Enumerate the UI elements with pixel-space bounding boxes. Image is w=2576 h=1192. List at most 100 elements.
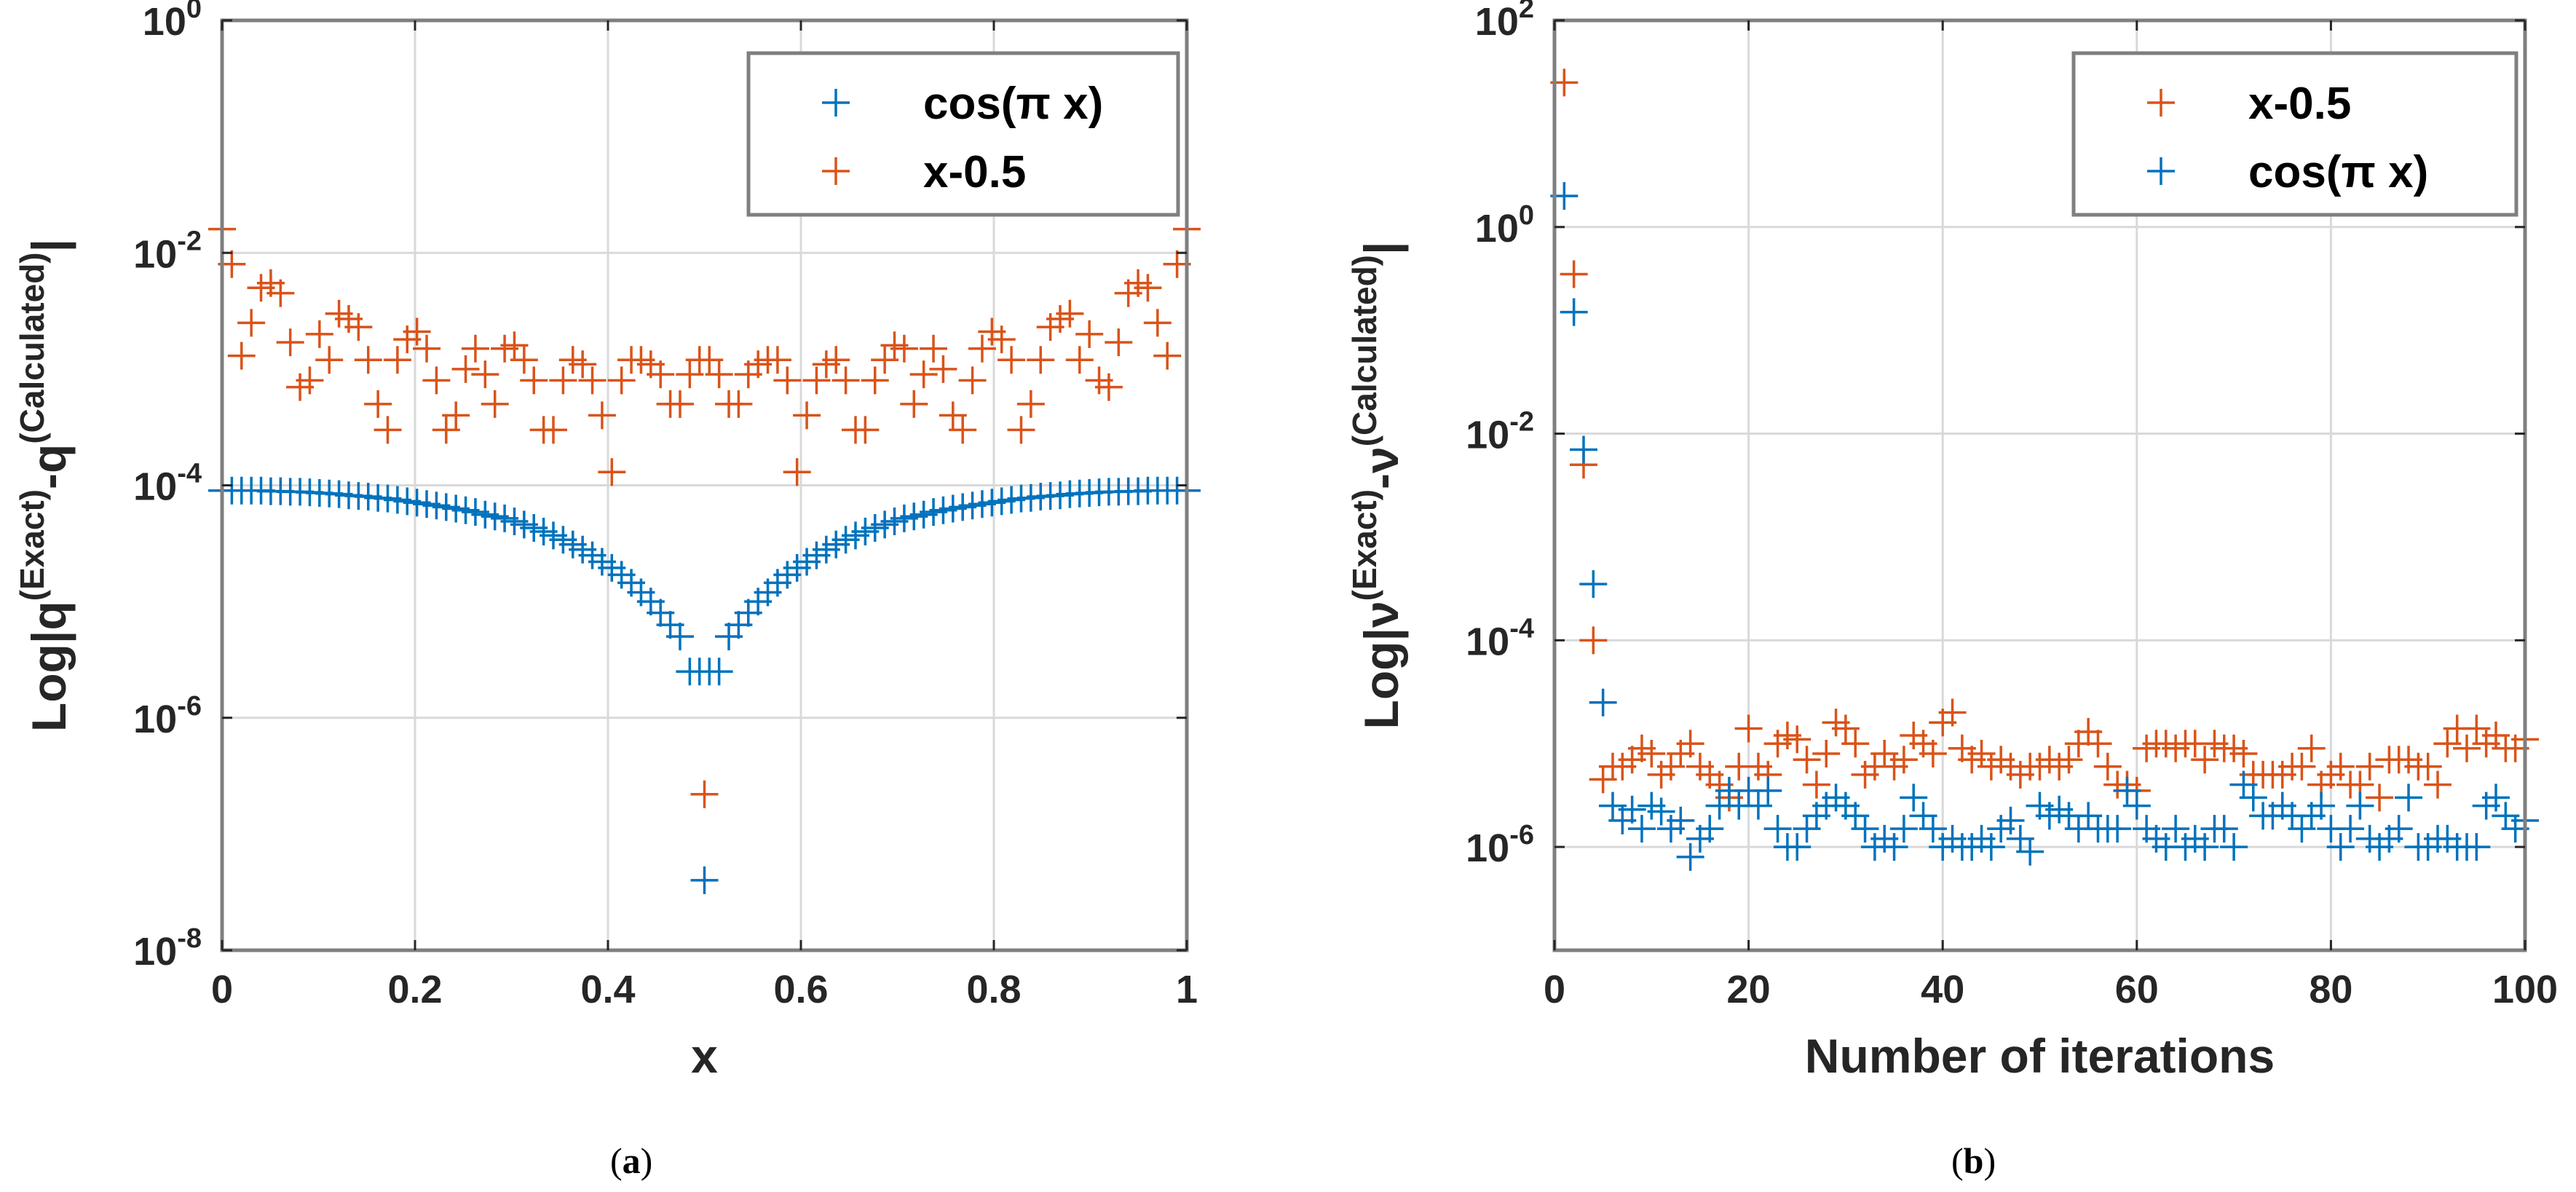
data-point <box>227 342 256 370</box>
data-point <box>997 346 1026 374</box>
x-axis-label: Number of iterations <box>1805 1029 2275 1083</box>
data-point <box>2084 730 2112 758</box>
data-point <box>2395 784 2423 812</box>
data-point <box>588 401 616 430</box>
series-cos-pi-x <box>208 476 1201 894</box>
data-point <box>1153 342 1182 370</box>
data-point <box>305 320 333 348</box>
data-point <box>1667 806 1695 834</box>
data-point <box>647 360 675 389</box>
data-point <box>1637 739 1666 767</box>
data-point <box>2326 833 2355 861</box>
x-tick-label: 60 <box>2115 968 2159 1011</box>
data-point <box>2424 770 2452 799</box>
data-point <box>2103 815 2132 843</box>
data-point <box>2366 784 2394 812</box>
data-point <box>1579 570 1608 599</box>
data-point <box>364 390 392 418</box>
data-point <box>276 328 304 357</box>
data-point <box>432 416 460 444</box>
data-point <box>1831 714 1860 743</box>
data-point <box>2191 833 2219 861</box>
data-point <box>2220 833 2248 861</box>
data-point <box>2239 784 2267 812</box>
data-point <box>403 317 431 346</box>
data-point <box>383 346 411 374</box>
data-point <box>1754 776 1782 805</box>
x-tick-label: 0.4 <box>580 968 635 1011</box>
data-point <box>2462 714 2491 743</box>
data-point <box>2210 815 2238 843</box>
data-point <box>783 458 811 486</box>
data-point <box>2453 734 2481 762</box>
data-point <box>705 360 733 389</box>
data-point <box>1889 746 1918 774</box>
data-point <box>1094 373 1123 401</box>
x-axis-label: x <box>691 1029 718 1083</box>
data-point <box>793 401 821 430</box>
data-point <box>598 458 626 486</box>
data-point <box>2414 752 2442 781</box>
data-point <box>690 866 719 894</box>
data-point <box>1938 698 1967 727</box>
data-point <box>1598 792 1627 820</box>
data-point <box>1143 309 1172 337</box>
data-point <box>1007 416 1035 444</box>
legend-label: cos(π x) <box>2248 147 2428 197</box>
data-point <box>665 623 694 651</box>
data-point <box>1763 815 1792 843</box>
data-point <box>1734 714 1763 743</box>
data-point <box>510 346 538 374</box>
data-point <box>724 390 753 418</box>
data-point <box>1919 815 1947 843</box>
y-tick-label: 10-4 <box>1466 613 1534 663</box>
data-point <box>676 360 704 389</box>
data-point <box>1889 815 1918 843</box>
data-point <box>929 355 957 383</box>
legend-marker <box>2147 157 2175 185</box>
data-point <box>890 334 918 363</box>
data-point <box>2355 752 2384 781</box>
data-point <box>2346 792 2374 820</box>
x-tick-label: 20 <box>1727 968 1771 1011</box>
x-tick-label: 40 <box>1921 968 1964 1011</box>
data-point <box>900 390 928 418</box>
data-point <box>665 390 694 418</box>
data-point <box>2326 752 2355 781</box>
x-tick-label: 1 <box>1176 968 1198 1011</box>
data-point <box>1105 328 1133 357</box>
data-point <box>1880 833 1908 861</box>
data-point <box>695 346 724 374</box>
data-point <box>690 780 719 808</box>
series-x-minus-half <box>1550 68 2539 812</box>
data-point <box>1696 815 1724 843</box>
data-point <box>2385 815 2413 843</box>
legend-marker <box>2147 89 2175 117</box>
legend-label: x-0.5 <box>923 147 1026 197</box>
legend: x-0.5 cos(π x) <box>2071 51 2518 217</box>
caption-b: (b) <box>1951 1140 1996 1181</box>
data-point <box>1841 730 1870 758</box>
x-tick-label: 100 <box>2492 968 2558 1011</box>
data-point <box>2462 833 2491 861</box>
legend-label: x-0.5 <box>2248 79 2351 129</box>
data-point <box>968 334 996 363</box>
data-point <box>296 366 324 395</box>
data-point <box>2191 746 2219 774</box>
y-tick-label: 10-4 <box>133 459 202 509</box>
caption-a: (a) <box>610 1140 653 1181</box>
data-point <box>607 366 636 395</box>
data-point <box>461 334 489 363</box>
data-point <box>1627 815 1656 843</box>
data-point <box>1793 746 1821 774</box>
data-point <box>1056 299 1084 328</box>
data-point <box>1783 833 1812 861</box>
data-point <box>1919 739 1947 767</box>
axes-box <box>1552 18 2527 952</box>
y-tick-label: 10-2 <box>1466 407 1534 457</box>
y-tick-label: 10-6 <box>133 691 202 741</box>
data-point <box>1569 435 1597 464</box>
data-point <box>831 366 860 395</box>
data-point <box>705 658 733 686</box>
data-point <box>1618 795 1646 824</box>
